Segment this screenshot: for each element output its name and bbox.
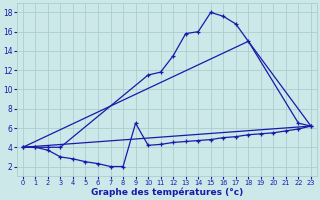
X-axis label: Graphe des températures (°c): Graphe des températures (°c) — [91, 188, 243, 197]
